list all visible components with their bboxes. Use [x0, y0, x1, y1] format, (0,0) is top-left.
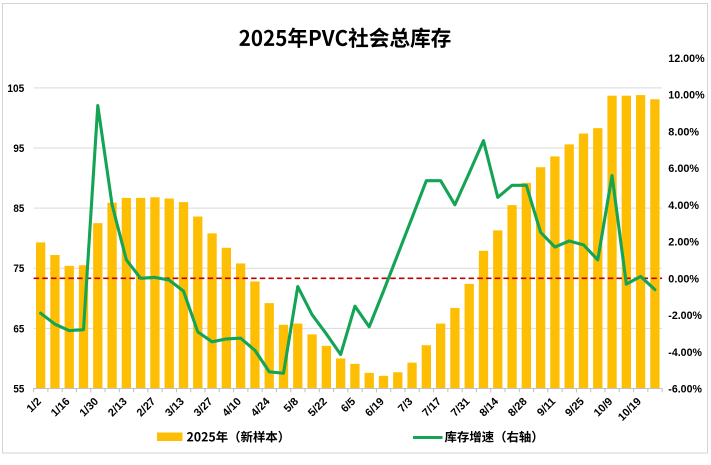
svg-text:-4.00%: -4.00% [668, 347, 702, 359]
svg-text:65: 65 [13, 323, 24, 335]
svg-text:105: 105 [7, 83, 24, 95]
svg-text:95: 95 [13, 143, 24, 155]
svg-text:-6.00%: -6.00% [668, 384, 702, 396]
svg-text:2.00%: 2.00% [668, 237, 699, 249]
svg-text:6.00%: 6.00% [668, 163, 699, 175]
svg-text:10.00%: 10.00% [668, 90, 705, 102]
svg-text:12.00%: 12.00% [668, 53, 705, 65]
svg-text:-2.00%: -2.00% [668, 310, 702, 322]
svg-text:0.00%: 0.00% [668, 273, 699, 285]
svg-text:55: 55 [13, 384, 24, 396]
svg-text:4.00%: 4.00% [668, 200, 699, 212]
svg-text:75: 75 [13, 263, 24, 275]
svg-text:85: 85 [13, 203, 24, 215]
svg-text:8.00%: 8.00% [668, 126, 699, 138]
